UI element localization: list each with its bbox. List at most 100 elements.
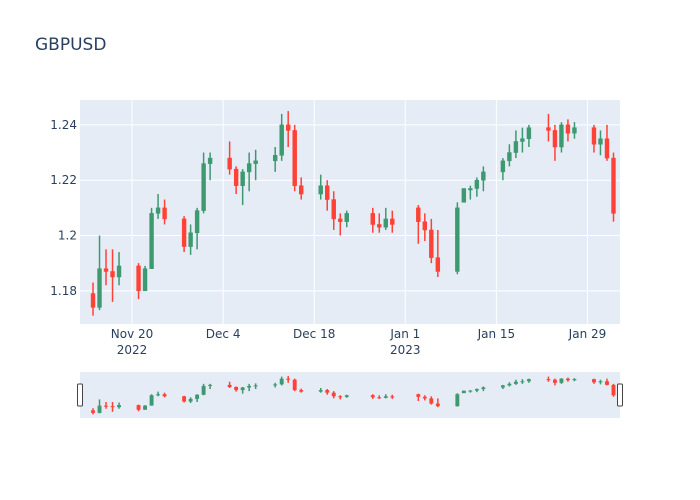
candle[interactable] <box>565 119 571 142</box>
candle[interactable] <box>598 130 603 156</box>
candle[interactable] <box>370 207 375 233</box>
candle[interactable] <box>455 202 460 275</box>
candle[interactable] <box>325 180 330 211</box>
slider-candle <box>110 402 115 412</box>
rangeslider[interactable] <box>80 372 620 418</box>
slider-candle <box>566 377 570 382</box>
candle[interactable] <box>611 152 616 222</box>
rangeslider-handles[interactable] <box>77 383 623 407</box>
candle[interactable] <box>468 185 473 200</box>
candle[interactable] <box>383 207 388 230</box>
slider-candle <box>201 383 206 396</box>
candle[interactable] <box>507 144 512 167</box>
slider-candle <box>422 395 427 401</box>
candle[interactable] <box>103 249 109 286</box>
candle[interactable] <box>285 111 291 148</box>
slider-candle <box>227 381 232 388</box>
candle[interactable] <box>194 207 200 250</box>
slider-candle <box>513 379 518 385</box>
slider-candle <box>156 391 161 397</box>
x-tick-year-label: 2023 <box>390 343 421 357</box>
candle[interactable] <box>155 194 161 219</box>
candle[interactable] <box>546 113 551 142</box>
candle[interactable] <box>90 282 96 316</box>
candle[interactable] <box>526 124 532 148</box>
candle[interactable] <box>338 213 343 236</box>
candle[interactable] <box>500 158 506 181</box>
candle[interactable] <box>429 218 434 264</box>
candle[interactable] <box>390 210 395 233</box>
candle[interactable] <box>331 191 336 230</box>
slider-candle <box>149 394 154 406</box>
slider-candle <box>104 402 108 409</box>
candle[interactable] <box>201 152 206 214</box>
slider-candle <box>143 405 148 410</box>
candle[interactable] <box>481 166 486 192</box>
x-axis: Nov 20 2022 Dec 4 Dec 18 Jan 1 2023 Jan 15 Jan … <box>111 327 606 357</box>
candle[interactable] <box>292 124 297 192</box>
candle[interactable] <box>227 141 232 175</box>
candle[interactable] <box>591 124 597 153</box>
candle[interactable] <box>520 127 525 153</box>
candle[interactable] <box>279 113 284 161</box>
candle[interactable] <box>149 207 154 269</box>
candle[interactable] <box>162 199 167 225</box>
slider-candle <box>546 376 551 382</box>
candle[interactable] <box>552 124 558 161</box>
slider-candle <box>474 388 479 393</box>
candles <box>90 111 616 316</box>
candle[interactable] <box>272 147 278 172</box>
rangeslider-candles <box>91 376 616 415</box>
rangeslider-right-handle[interactable] <box>617 383 623 407</box>
slider-candle <box>247 383 252 392</box>
candle[interactable] <box>136 263 141 300</box>
candle[interactable] <box>142 265 148 292</box>
candle[interactable] <box>110 249 115 302</box>
slider-candle <box>468 390 473 393</box>
candle[interactable] <box>240 169 245 206</box>
candle[interactable] <box>188 224 193 255</box>
slider-candle <box>572 378 577 382</box>
slider-candle <box>182 395 187 403</box>
slider-candle <box>208 383 213 390</box>
candle[interactable] <box>416 205 421 244</box>
slider-candle <box>383 394 388 399</box>
slider-candle <box>429 396 434 405</box>
slider-candle <box>195 394 200 402</box>
candle[interactable] <box>513 130 519 159</box>
candle[interactable] <box>246 152 252 192</box>
candle[interactable] <box>116 252 122 286</box>
slider-candle <box>605 378 609 386</box>
slider-candle <box>117 402 121 409</box>
slider-candle <box>253 383 258 390</box>
candle[interactable] <box>97 235 102 311</box>
candle[interactable] <box>435 229 441 277</box>
x-tick-label: Nov 20 <box>111 327 154 341</box>
candle[interactable] <box>299 177 304 200</box>
candle[interactable] <box>181 216 187 253</box>
candle[interactable] <box>604 124 610 161</box>
candle[interactable] <box>233 166 239 195</box>
candle[interactable] <box>559 122 564 153</box>
candle[interactable] <box>207 152 213 181</box>
slider-candle <box>279 376 284 386</box>
candle[interactable] <box>474 177 480 197</box>
y-axis: 1.18 1.2 1.22 1.24 <box>50 118 77 298</box>
slider-candle <box>136 404 141 412</box>
candle[interactable] <box>344 210 349 228</box>
candle[interactable] <box>461 188 467 203</box>
slider-candle <box>331 391 336 399</box>
slider-candle <box>500 384 505 390</box>
candle[interactable] <box>318 174 323 200</box>
candle[interactable] <box>572 122 577 139</box>
x-tick-label: Jan 15 <box>477 327 516 341</box>
slider-candle <box>461 390 466 394</box>
slider-candle <box>344 394 349 398</box>
candle[interactable] <box>377 213 382 233</box>
rangeslider-left-handle[interactable] <box>77 383 83 407</box>
candle[interactable] <box>253 149 258 181</box>
slider-candle <box>552 378 557 386</box>
candle[interactable] <box>422 213 428 242</box>
slider-candle <box>520 379 525 384</box>
